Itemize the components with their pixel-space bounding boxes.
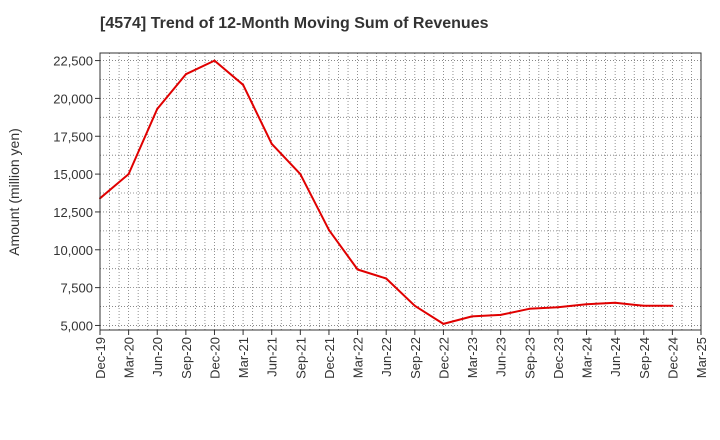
chart-title: [4574] Trend of 12-Month Moving Sum of R…: [100, 15, 489, 32]
y-tick-label: 7,500: [60, 281, 93, 296]
x-tick-label: Mar-20: [122, 337, 137, 378]
x-tick-label: Jun-23: [494, 337, 509, 377]
data-point: [356, 268, 359, 271]
y-tick-label: 17,500: [53, 129, 93, 144]
x-tick-label: Sep-20: [179, 337, 194, 379]
y-tick-label: 15,000: [53, 167, 93, 182]
x-tick-label: Dec-19: [93, 337, 108, 379]
y-tick-label: 10,000: [53, 243, 93, 258]
x-tick-label: Jun-24: [608, 337, 623, 377]
data-point: [127, 173, 130, 176]
x-tick-label: Sep-23: [522, 337, 537, 379]
data-point: [585, 303, 588, 306]
data-point: [184, 73, 187, 76]
x-tick-label: Dec-20: [207, 337, 222, 379]
x-tick-label: Dec-23: [551, 337, 566, 379]
y-axis-ticks: 5,000 7,500 10,000 12,500 15,000 17,500 20,000…: [53, 54, 100, 333]
x-tick-label: Dec-24: [665, 337, 680, 379]
x-axis-ticks: Dec-19 Mar-20 Jun-20 Sep-20 Dec-20 Mar-21 Jun-…: [93, 330, 709, 379]
x-tick-label: Dec-22: [436, 337, 451, 379]
x-tick-label: Sep-21: [293, 337, 308, 379]
data-point: [299, 173, 302, 176]
x-tick-label: Jun-21: [265, 337, 280, 377]
y-tick-label: 20,000: [53, 91, 93, 106]
data-point: [385, 277, 388, 280]
x-tick-label: Mar-22: [351, 337, 366, 378]
x-tick-label: Jun-22: [379, 337, 394, 377]
x-tick-label: Mar-21: [236, 337, 251, 378]
data-point: [671, 304, 674, 307]
x-tick-label: Mar-25: [694, 337, 709, 378]
grid-lines: [100, 53, 701, 330]
x-tick-label: Sep-22: [408, 337, 423, 379]
x-tick-label: Mar-23: [465, 337, 480, 378]
series-layer: [99, 59, 674, 325]
data-point: [213, 59, 216, 62]
data-point: [528, 307, 531, 310]
data-point: [614, 301, 617, 304]
x-tick-label: Sep-24: [637, 337, 652, 379]
data-point: [413, 304, 416, 307]
data-point: [242, 83, 245, 86]
x-tick-label: Mar-24: [580, 337, 595, 378]
data-point: [556, 306, 559, 309]
y-tick-label: 5,000: [60, 318, 93, 333]
y-tick-label: 12,500: [53, 205, 93, 220]
x-tick-label: Dec-21: [322, 337, 337, 379]
x-tick-label: Jun-20: [150, 337, 165, 377]
data-point: [156, 108, 159, 111]
data-point: [471, 315, 474, 318]
plot-area-border: [99, 52, 702, 331]
data-point: [270, 142, 273, 145]
data-point: [327, 229, 330, 232]
data-point: [642, 304, 645, 307]
data-point: [499, 313, 502, 316]
y-tick-label: 22,500: [53, 54, 93, 69]
data-point: [442, 322, 445, 325]
